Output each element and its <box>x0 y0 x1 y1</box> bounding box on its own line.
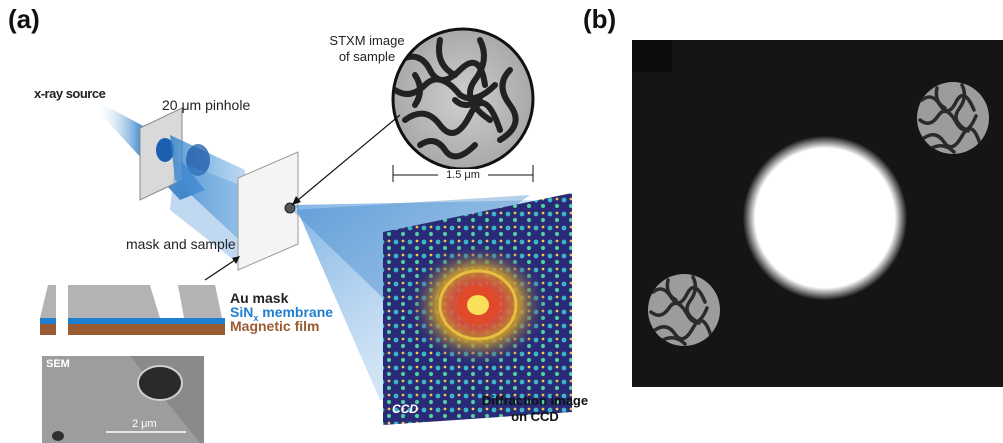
ccd-label: CCD <box>392 402 418 416</box>
stxm-pointer <box>291 114 401 206</box>
pinhole-aperture <box>156 138 174 162</box>
magnetic-film-label: Magnetic film <box>230 318 320 334</box>
ccd-detector <box>383 193 572 425</box>
sin-membrane-text: SiNx membrane <box>230 304 334 323</box>
au-mask-label: Au mask <box>230 290 289 306</box>
diffraction-caption-line2: on CCD <box>511 409 559 424</box>
mask-sample-label: mask and sample <box>126 236 236 252</box>
diffraction-caption: Diffraction image on CCD <box>480 393 590 425</box>
sample-aperture <box>284 202 296 214</box>
sin-membrane-label: SiNx membrane <box>230 304 333 323</box>
diffraction-caption-line1: Diffraction image <box>481 393 589 408</box>
panel-b-label: (b) <box>583 4 617 34</box>
pinhole-label: 20 μm pinhole <box>162 97 251 113</box>
holographic-image-lower <box>648 274 720 346</box>
panel-a-label: (a) <box>8 4 40 34</box>
holographic-image-upper <box>917 82 989 154</box>
stxm-image <box>391 27 535 182</box>
stxm-caption: STXM image of sample <box>322 33 412 65</box>
reference-hole <box>743 136 907 300</box>
mask-sample-plate <box>237 151 299 271</box>
stxm-scale-label: 1.5 μm <box>438 169 488 181</box>
reconstruction-image <box>632 40 1003 387</box>
sem-image <box>42 356 204 443</box>
xray-source-label: x-ray source <box>34 86 106 101</box>
mask-pointer <box>204 257 239 281</box>
stxm-caption-line2: of sample <box>338 49 396 64</box>
sem-label: SEM <box>46 358 70 370</box>
sem-scale-label: 2 μm <box>132 418 157 430</box>
cross-section <box>40 285 225 335</box>
sin-subscript: x <box>253 312 259 323</box>
setup-schematic <box>40 27 572 443</box>
stxm-caption-line1: STXM image <box>329 33 405 48</box>
